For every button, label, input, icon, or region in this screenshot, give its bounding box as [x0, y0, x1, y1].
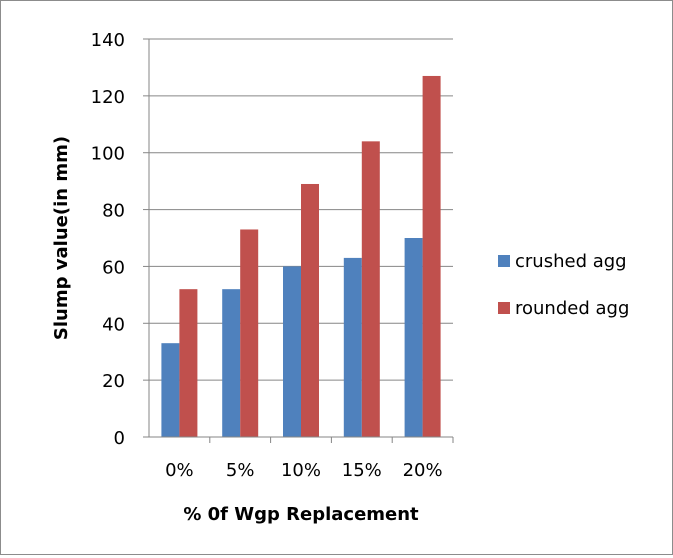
bar-crushed-agg	[404, 238, 423, 437]
axes	[148, 39, 453, 438]
y-tick-label: 20	[102, 371, 125, 392]
x-axis-title: % 0f Wgp Replacement	[183, 504, 419, 525]
y-tick-label: 100	[91, 144, 125, 165]
legend-swatch-rounded-agg	[498, 302, 510, 314]
x-tick-label: 15%	[342, 460, 382, 481]
y-tick-label: 60	[102, 257, 125, 278]
bar-rounded-agg	[179, 289, 198, 437]
legend: crushed agg rounded agg	[498, 251, 629, 319]
bar-rounded-agg	[422, 75, 441, 437]
x-tick-label: 5%	[226, 460, 255, 481]
legend-swatch-crushed-agg	[498, 255, 510, 267]
bar-rounded-agg	[361, 141, 380, 438]
y-tick-labels: 0 20 40 60 80 100 120 140	[91, 30, 149, 449]
bars	[161, 75, 441, 438]
legend-label-rounded-agg: rounded agg	[515, 298, 629, 319]
bar-crushed-agg	[161, 343, 180, 437]
bar-crushed-agg	[283, 266, 301, 437]
x-tick-label: 10%	[281, 460, 321, 481]
bar-crushed-agg	[222, 289, 241, 437]
y-axis-title: Slump value(in mm)	[51, 136, 72, 340]
y-tick-label: 80	[102, 201, 125, 222]
x-tick-label: 20%	[403, 460, 443, 481]
y-tick-label: 140	[91, 30, 125, 51]
x-tick-label: 0%	[165, 460, 194, 481]
legend-label-crushed-agg: crushed agg	[515, 251, 627, 272]
y-tick-label: 0	[114, 428, 125, 449]
x-tick-labels: 0% 5% 10% 15% 20%	[165, 437, 454, 481]
y-tick-label: 40	[102, 314, 125, 335]
bar-rounded-agg	[301, 183, 319, 437]
y-tick-label: 120	[91, 87, 125, 108]
bar-crushed-agg	[343, 257, 362, 437]
bar-rounded-agg	[240, 229, 259, 437]
